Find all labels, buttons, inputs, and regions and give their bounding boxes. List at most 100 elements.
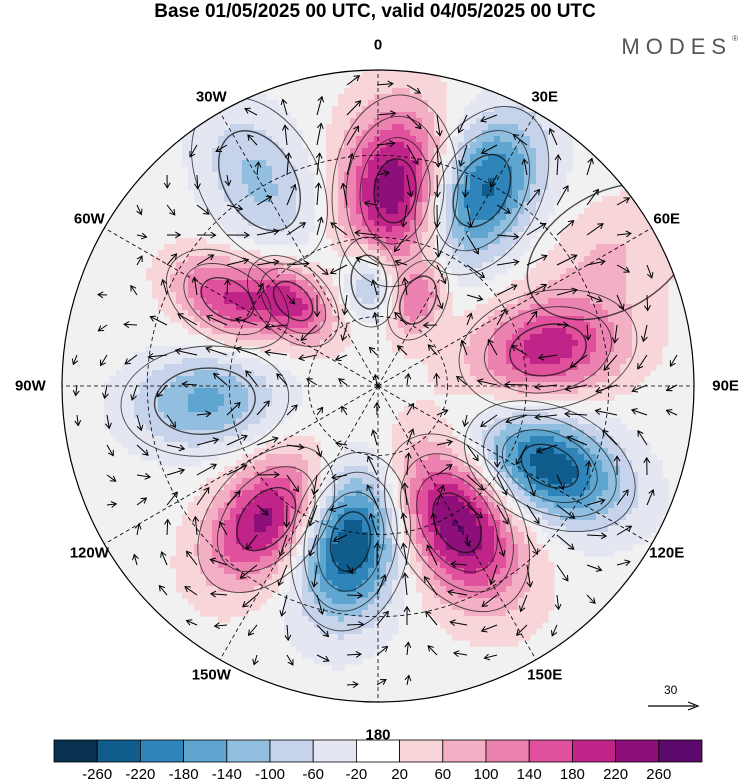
contour-line <box>153 367 256 435</box>
lon-label-60w: 60W <box>73 210 105 228</box>
wind-arrow <box>406 174 414 198</box>
wind-arrow <box>602 429 618 446</box>
colorbar-tick-label: 20 <box>391 766 408 783</box>
wind-arrow <box>466 444 479 462</box>
colorbar-swatch <box>139 739 184 763</box>
wind-arrow <box>286 260 310 268</box>
wind-arrow <box>106 474 117 482</box>
wind-arrow <box>106 501 118 508</box>
wind-arrow <box>427 344 438 356</box>
wind-arrow <box>480 414 498 427</box>
wind-arrow <box>394 259 408 266</box>
wind-arrow <box>346 75 361 86</box>
wind-arrow <box>489 174 498 188</box>
wind-arrow <box>376 574 387 596</box>
lon-label-150w: 150W <box>191 666 231 684</box>
wind-arrow <box>422 321 438 329</box>
wind-arrow <box>280 98 288 116</box>
colorbar-swatch <box>572 739 617 763</box>
wind-arrow <box>554 594 562 611</box>
wind-arrow <box>164 518 171 536</box>
wind-arrow <box>489 564 498 586</box>
wind-arrow <box>189 144 198 158</box>
wind-arrow <box>245 370 258 386</box>
wind-arrow <box>460 339 468 356</box>
wind-arrow <box>160 551 168 566</box>
wind-arrow <box>286 443 305 451</box>
wind-arrow <box>316 654 330 662</box>
wind-arrow <box>316 216 324 236</box>
wind-arrow <box>256 258 280 266</box>
wind-arrow <box>316 95 325 116</box>
wind-arrow <box>586 564 603 572</box>
wind-arrow <box>194 174 201 190</box>
wind-arrow <box>163 174 171 189</box>
wind-arrow <box>462 174 469 198</box>
contour-line <box>350 254 388 310</box>
wind-arrow <box>367 455 378 476</box>
wind-arrow <box>449 560 468 568</box>
wind-arrow <box>616 525 633 536</box>
wind-arrow <box>404 641 412 656</box>
colorbar-tick-label: 140 <box>516 766 542 783</box>
wind-arrow <box>483 653 498 661</box>
lon-label-90e: 90E <box>712 377 739 395</box>
colorbar-tick-label: -20 <box>345 766 368 783</box>
wind-arrow <box>286 474 299 493</box>
wind-arrow <box>215 144 228 152</box>
wind-arrow <box>156 384 168 398</box>
wind-arrow <box>368 513 378 536</box>
wind-arrow <box>586 532 608 540</box>
wind-arrow <box>426 544 438 566</box>
colorbar-tick-label: -180 <box>168 766 199 783</box>
wind-arrow <box>519 594 528 613</box>
colorbar-swatch <box>399 739 444 763</box>
wind-arrow <box>424 576 438 596</box>
wind-arrow <box>537 353 558 361</box>
colorbar-swatch <box>96 739 141 763</box>
wind-arrow <box>196 410 212 418</box>
wind-arrow <box>376 610 389 626</box>
wind-arrow <box>281 124 289 146</box>
wind-arrow <box>329 264 348 275</box>
wind-arrow <box>226 434 248 446</box>
wind-arrow <box>354 229 378 237</box>
contour-line <box>509 323 587 377</box>
wind-arrow <box>585 460 592 476</box>
wind-arrow <box>314 182 322 206</box>
wind-arrow <box>466 204 474 228</box>
wind-arrow <box>556 474 565 491</box>
registered-mark: ® <box>732 34 738 43</box>
wind-arrow <box>134 522 142 536</box>
wind-arrow <box>556 219 575 236</box>
wind-arrow <box>247 134 258 146</box>
contour-line <box>359 137 431 245</box>
wind-arrow <box>224 174 232 187</box>
wind-arrow <box>370 279 378 296</box>
wind-arrow <box>595 384 618 394</box>
wind-arrow <box>242 594 258 608</box>
contour-line <box>329 511 372 573</box>
wind-arrow <box>665 384 678 392</box>
wind-arrow <box>239 564 258 579</box>
wind-arrow <box>556 534 575 550</box>
wind-arrow <box>515 624 528 636</box>
wind-arrow <box>586 188 599 206</box>
wind-arrow <box>286 222 307 236</box>
wind-arrow <box>496 534 506 557</box>
wind-arrow <box>311 564 318 588</box>
wind-arrow <box>346 152 355 176</box>
wind-arrow <box>376 80 394 88</box>
wind-arrow <box>247 624 258 637</box>
wind-arrow <box>276 373 288 386</box>
wind-arrow <box>334 354 348 362</box>
wind-arrow <box>376 679 387 686</box>
wind-arrow <box>496 233 520 240</box>
wind-arrow <box>130 284 138 296</box>
wind-arrow <box>526 188 541 206</box>
wind-arrow <box>105 414 112 430</box>
colorbar-swatch <box>269 739 314 763</box>
wind-arrow <box>630 408 648 416</box>
contour-line <box>316 491 385 592</box>
wind-arrow <box>346 621 365 628</box>
